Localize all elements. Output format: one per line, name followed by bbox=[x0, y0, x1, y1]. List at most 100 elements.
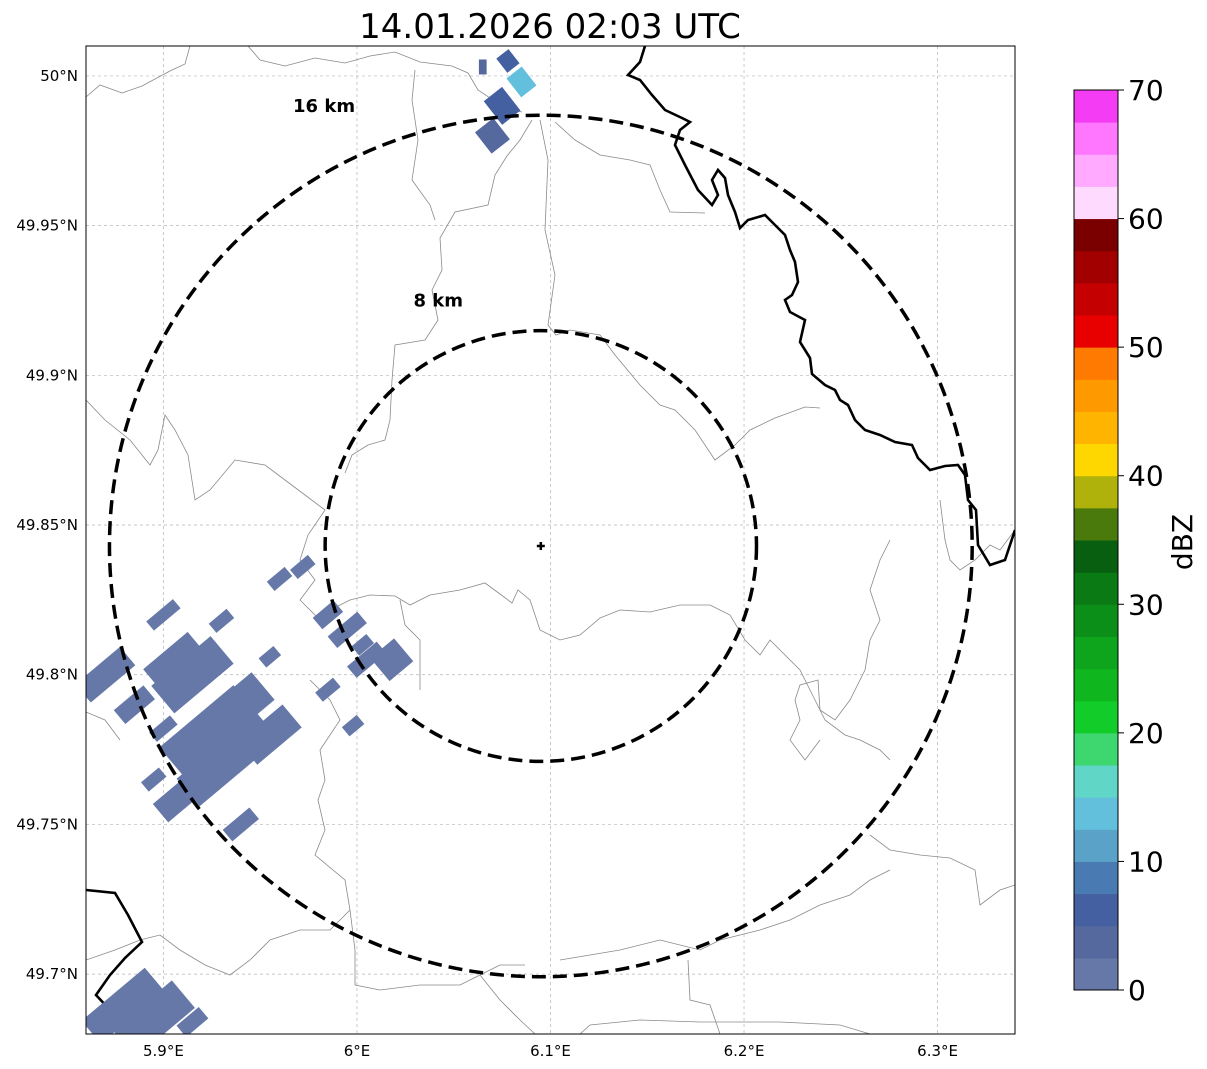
colorbar-frame bbox=[1073, 89, 1119, 991]
colorbar-swatch bbox=[1074, 925, 1118, 959]
lat-tick-label: 50°N bbox=[40, 67, 78, 85]
colorbar-tick-label: 50 bbox=[1128, 331, 1164, 364]
colorbar-swatch bbox=[1074, 957, 1118, 991]
colorbar-swatch bbox=[1074, 379, 1118, 412]
radar-cell bbox=[238, 704, 302, 765]
latitude-tick-labels: 50°N 49.95°N 49.9°N 49.85°N 49.8°N 49.75°N 49.… bbox=[16, 67, 78, 983]
map-title: 14.01.2026 02:03 UTC bbox=[359, 7, 741, 47]
radar-cell bbox=[143, 631, 204, 688]
admin-boundary bbox=[329, 582, 891, 761]
colorbar-label: dBZ bbox=[1166, 514, 1199, 570]
colorbar-tick-label: 0 bbox=[1128, 974, 1146, 1007]
admin-boundary bbox=[86, 46, 191, 98]
radar-cell bbox=[222, 807, 259, 842]
colorbar-swatch bbox=[1074, 732, 1118, 766]
radar-cell bbox=[258, 645, 282, 668]
lon-tick-label: 6.3°E bbox=[917, 1042, 958, 1060]
admin-boundary bbox=[411, 69, 436, 221]
gridlines bbox=[86, 46, 1015, 1034]
range-ring-labels: 8 km 16 km bbox=[293, 96, 463, 312]
map-plot-area: 8 km 16 km bbox=[85, 45, 1016, 1035]
radar-reflectivity-cells bbox=[86, 49, 537, 1034]
colorbar-swatch bbox=[1074, 282, 1118, 316]
lon-tick-label: 5.9°E bbox=[143, 1042, 184, 1060]
radar-cell bbox=[86, 646, 136, 703]
radar-cell bbox=[496, 49, 520, 73]
radar-cell bbox=[478, 59, 487, 75]
radar-cell bbox=[140, 767, 167, 792]
colorbar-swatch bbox=[1074, 90, 1118, 123]
colorbar-swatch bbox=[1074, 186, 1118, 220]
colorbar-swatch bbox=[1074, 475, 1118, 509]
radar-cell bbox=[149, 715, 178, 742]
radar-cell bbox=[341, 714, 365, 737]
colorbar-swatch bbox=[1074, 668, 1118, 702]
lat-tick-label: 49.85°N bbox=[16, 516, 78, 534]
map-frame bbox=[85, 45, 1016, 1035]
colorbar-tick-labels: 0 10 20 30 40 50 60 70 bbox=[1118, 74, 1164, 1007]
admin-boundary bbox=[939, 499, 1015, 571]
admin-boundary bbox=[789, 539, 891, 761]
admin-boundary bbox=[399, 599, 421, 690]
colorbar-swatch bbox=[1074, 411, 1118, 445]
colorbar-swatch bbox=[1074, 315, 1118, 348]
admin-boundary bbox=[86, 711, 121, 741]
range-rings bbox=[107, 113, 974, 979]
radar-cell bbox=[112, 980, 195, 1034]
colorbar-swatch bbox=[1074, 154, 1118, 187]
admin-boundary bbox=[479, 974, 536, 1034]
radar-center-marker bbox=[536, 541, 545, 550]
colorbar-swatch bbox=[1074, 765, 1118, 798]
lon-tick-label: 6.1°E bbox=[530, 1042, 571, 1060]
admin-boundary bbox=[86, 679, 351, 976]
radar-cell bbox=[315, 677, 341, 702]
colorbar-tick-label: 70 bbox=[1128, 74, 1164, 107]
colorbar-swatch bbox=[1074, 540, 1118, 573]
colorbar-swatch bbox=[1074, 893, 1118, 927]
radar-cell bbox=[152, 766, 213, 823]
colorbar-swatch bbox=[1074, 250, 1118, 284]
national-border bbox=[625, 46, 1015, 567]
range-ring bbox=[107, 113, 974, 979]
colorbar-tick-label: 20 bbox=[1128, 717, 1164, 750]
colorbar-swatch bbox=[1074, 636, 1118, 670]
admin-boundary bbox=[247, 46, 523, 113]
radar-cell bbox=[86, 997, 128, 1034]
colorbar-swatch bbox=[1074, 347, 1118, 380]
radar-cell bbox=[207, 672, 275, 738]
range-ring-label: 16 km bbox=[293, 96, 355, 117]
radar-cell bbox=[346, 641, 387, 678]
admin-boundary bbox=[349, 909, 525, 991]
colorbar-swatch bbox=[1074, 861, 1118, 895]
radar-cell bbox=[327, 611, 367, 648]
colorbar-swatches bbox=[1074, 90, 1118, 991]
colorbar-swatch bbox=[1074, 218, 1118, 252]
colorbar-tick-label: 10 bbox=[1128, 845, 1164, 878]
admin-boundary bbox=[559, 869, 891, 961]
radar-cell bbox=[176, 1006, 209, 1034]
longitude-tick-labels: 5.9°E 6°E 6.1°E 6.2°E 6.3°E bbox=[143, 1042, 958, 1060]
radar-cell bbox=[208, 608, 235, 633]
radar-cell bbox=[113, 685, 155, 724]
colorbar-swatch bbox=[1074, 700, 1118, 734]
radar-cell bbox=[290, 554, 316, 579]
colorbar-tick-label: 40 bbox=[1128, 460, 1164, 493]
radar-cell bbox=[474, 118, 510, 154]
lat-tick-label: 49.8°N bbox=[26, 666, 78, 684]
colorbar: 0 10 20 30 40 50 60 70 dBZ bbox=[1073, 74, 1199, 1007]
radar-cell bbox=[151, 636, 234, 714]
lat-tick-label: 49.7°N bbox=[26, 965, 78, 983]
lat-tick-label: 49.95°N bbox=[16, 217, 78, 235]
range-ring bbox=[323, 328, 759, 764]
admin-boundary bbox=[86, 399, 331, 621]
colorbar-swatch bbox=[1074, 829, 1118, 862]
colorbar-swatch bbox=[1074, 122, 1118, 155]
radar-cell bbox=[370, 638, 414, 682]
lon-tick-label: 6.2°E bbox=[724, 1042, 765, 1060]
colorbar-swatch bbox=[1074, 507, 1118, 541]
admin-boundary bbox=[539, 119, 821, 461]
admin-boundary bbox=[554, 121, 706, 214]
radar-cell bbox=[146, 599, 181, 631]
range-ring-label: 8 km bbox=[413, 290, 463, 311]
